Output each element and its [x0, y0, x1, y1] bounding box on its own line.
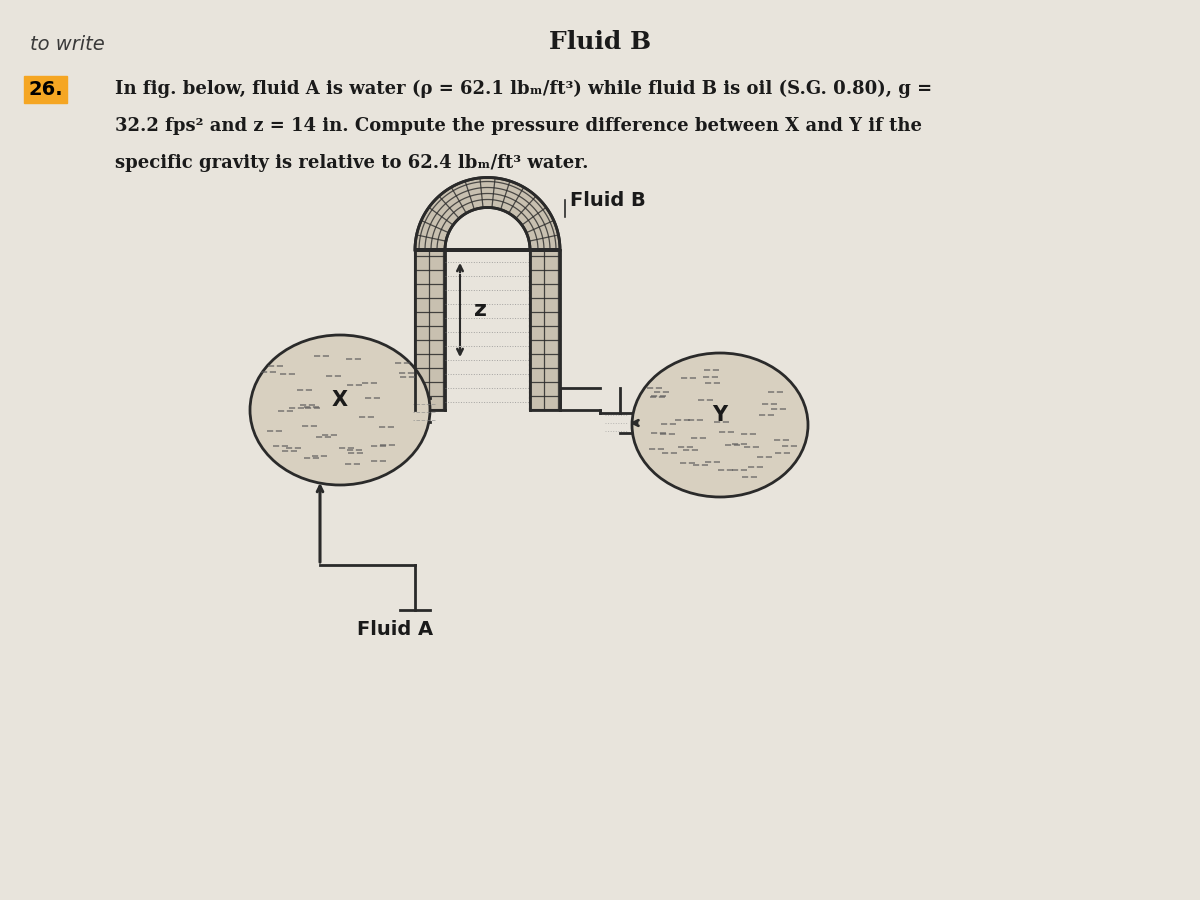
Text: In fig. below, fluid A is water (ρ = 62.1 lbₘ/ft³) while fluid B is oil (S.G. 0.: In fig. below, fluid A is water (ρ = 62.… — [115, 80, 932, 98]
Text: to write: to write — [30, 35, 104, 54]
Text: 32.2 fps² and z = 14 in. Compute the pressure difference between X and Y if the: 32.2 fps² and z = 14 in. Compute the pre… — [115, 117, 922, 135]
Polygon shape — [445, 208, 530, 250]
Ellipse shape — [632, 353, 808, 497]
Text: X: X — [332, 390, 348, 410]
Text: z: z — [474, 300, 487, 320]
Text: 26.: 26. — [28, 80, 62, 99]
Text: Fluid A: Fluid A — [356, 620, 433, 639]
Text: Fluid B: Fluid B — [548, 30, 652, 54]
Polygon shape — [415, 177, 560, 250]
Polygon shape — [445, 250, 530, 410]
Ellipse shape — [250, 335, 430, 485]
Text: Y: Y — [713, 405, 727, 425]
Text: Fluid B: Fluid B — [570, 191, 646, 210]
Text: specific gravity is relative to 62.4 lbₘ/ft³ water.: specific gravity is relative to 62.4 lbₘ… — [115, 154, 588, 172]
Polygon shape — [415, 250, 445, 410]
Polygon shape — [530, 250, 560, 410]
